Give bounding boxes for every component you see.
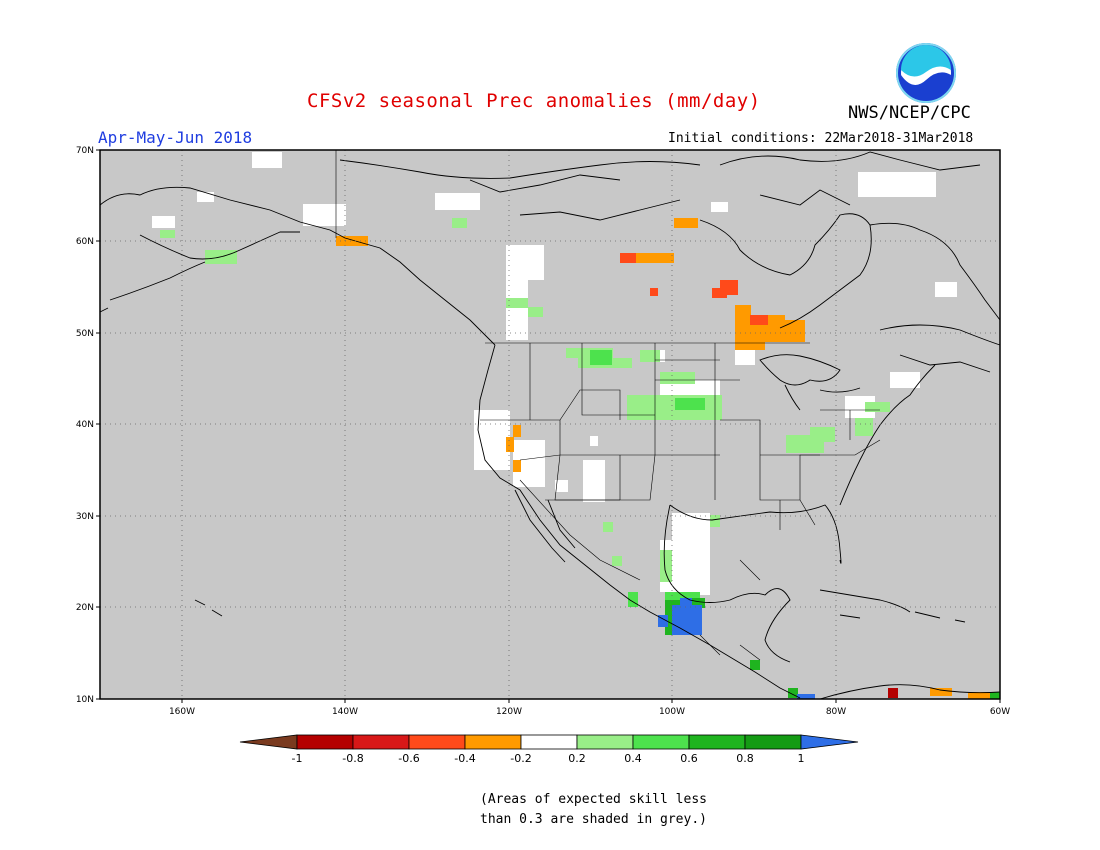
noaa-logo (896, 43, 956, 103)
political-borders (335, 150, 881, 661)
lon-label-120w: 120W (496, 707, 522, 717)
skill-note-line2: than 0.3 are shaded in grey.) (480, 812, 707, 827)
lat-label-20n: 20N (76, 603, 94, 613)
colorbar-label: 0.8 (736, 752, 754, 765)
lat-label-60n: 60N (76, 237, 94, 247)
lon-label-160w: 160W (169, 707, 195, 717)
colorbar-label: 0.6 (680, 752, 698, 765)
colorbar-label: 0.2 (568, 752, 586, 765)
lat-label-30n: 30N (76, 512, 94, 522)
colorbar-label: -0.4 (454, 752, 475, 765)
initial-conditions: Initial conditions: 22Mar2018-31Mar2018 (668, 131, 974, 146)
colorbar-swatch (576, 734, 634, 750)
colorbar-label: -0.2 (510, 752, 531, 765)
negative-strong-cells (888, 688, 898, 698)
colorbar-swatch (688, 734, 746, 750)
skill-note-line1: (Areas of expected skill less (480, 792, 707, 807)
map-title: CFSv2 seasonal Prec anomalies (mm/day) (307, 90, 761, 112)
lon-label-80w: 80W (826, 707, 846, 717)
colorbar-swatch (744, 734, 802, 750)
colorbar-swatch (520, 734, 578, 750)
lat-label-50n: 50N (76, 329, 94, 339)
lat-lon-gridlines (100, 150, 1000, 699)
lon-label-140w: 140W (332, 707, 358, 717)
colorbar-swatch (408, 734, 466, 750)
lat-label-10n: 10N (76, 695, 94, 705)
colorbar-swatch (464, 734, 522, 750)
lat-label-40n: 40N (76, 420, 94, 430)
colorbar-label: -0.8 (342, 752, 363, 765)
colorbar-label: -1 (292, 752, 303, 765)
negative-medium-cells (620, 253, 768, 325)
colorbar-label: 0.4 (624, 752, 642, 765)
colorbar-swatch (352, 734, 410, 750)
lon-label-100w: 100W (659, 707, 685, 717)
coastlines (99, 151, 1001, 700)
forecast-period: Apr-May-Jun 2018 (98, 128, 253, 147)
positive-extreme-cells (658, 598, 815, 699)
colorbar-swatch (296, 734, 354, 750)
colorbar-high-arrow (800, 734, 859, 750)
colorbar-swatch (632, 734, 690, 750)
organization-label: NWS/NCEP/CPC (848, 103, 971, 123)
colorbar-legend: -1 -0.8 -0.6 -0.4 -0.2 0.2 0.4 0.6 0.8 1 (239, 734, 859, 765)
positive-light-cells (160, 218, 890, 582)
colorbar-low-arrow (239, 734, 298, 750)
colorbar-label: 1 (798, 752, 805, 765)
colorbar-label: -0.6 (398, 752, 419, 765)
lat-label-70n: 70N (76, 146, 94, 156)
lon-label-60w: 60W (990, 707, 1010, 717)
